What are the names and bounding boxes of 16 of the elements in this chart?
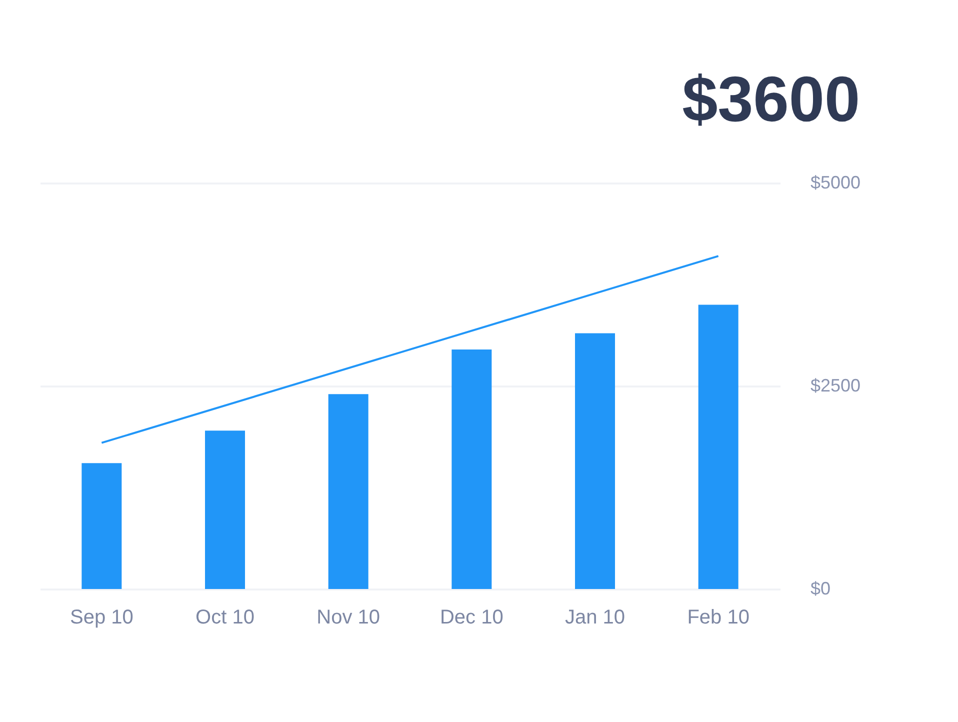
x-tick-label: Dec 10 <box>440 606 504 628</box>
x-tick-label: Feb 10 <box>687 606 750 628</box>
x-tick-label: Nov 10 <box>316 606 380 628</box>
y-tick-label: $0 <box>810 578 831 598</box>
y-tick-label: $2500 <box>810 376 861 396</box>
bar <box>205 430 245 589</box>
bar <box>82 463 122 589</box>
x-tick-label: Sep 10 <box>70 606 134 628</box>
x-tick-label: Oct 10 <box>196 606 254 628</box>
bar <box>452 349 492 589</box>
bar <box>328 394 368 589</box>
bar <box>575 333 615 589</box>
y-tick-label: $5000 <box>810 172 861 192</box>
x-tick-label: Jan 10 <box>564 606 626 628</box>
chart-title: $3600 <box>682 63 860 135</box>
bar <box>698 304 738 589</box>
